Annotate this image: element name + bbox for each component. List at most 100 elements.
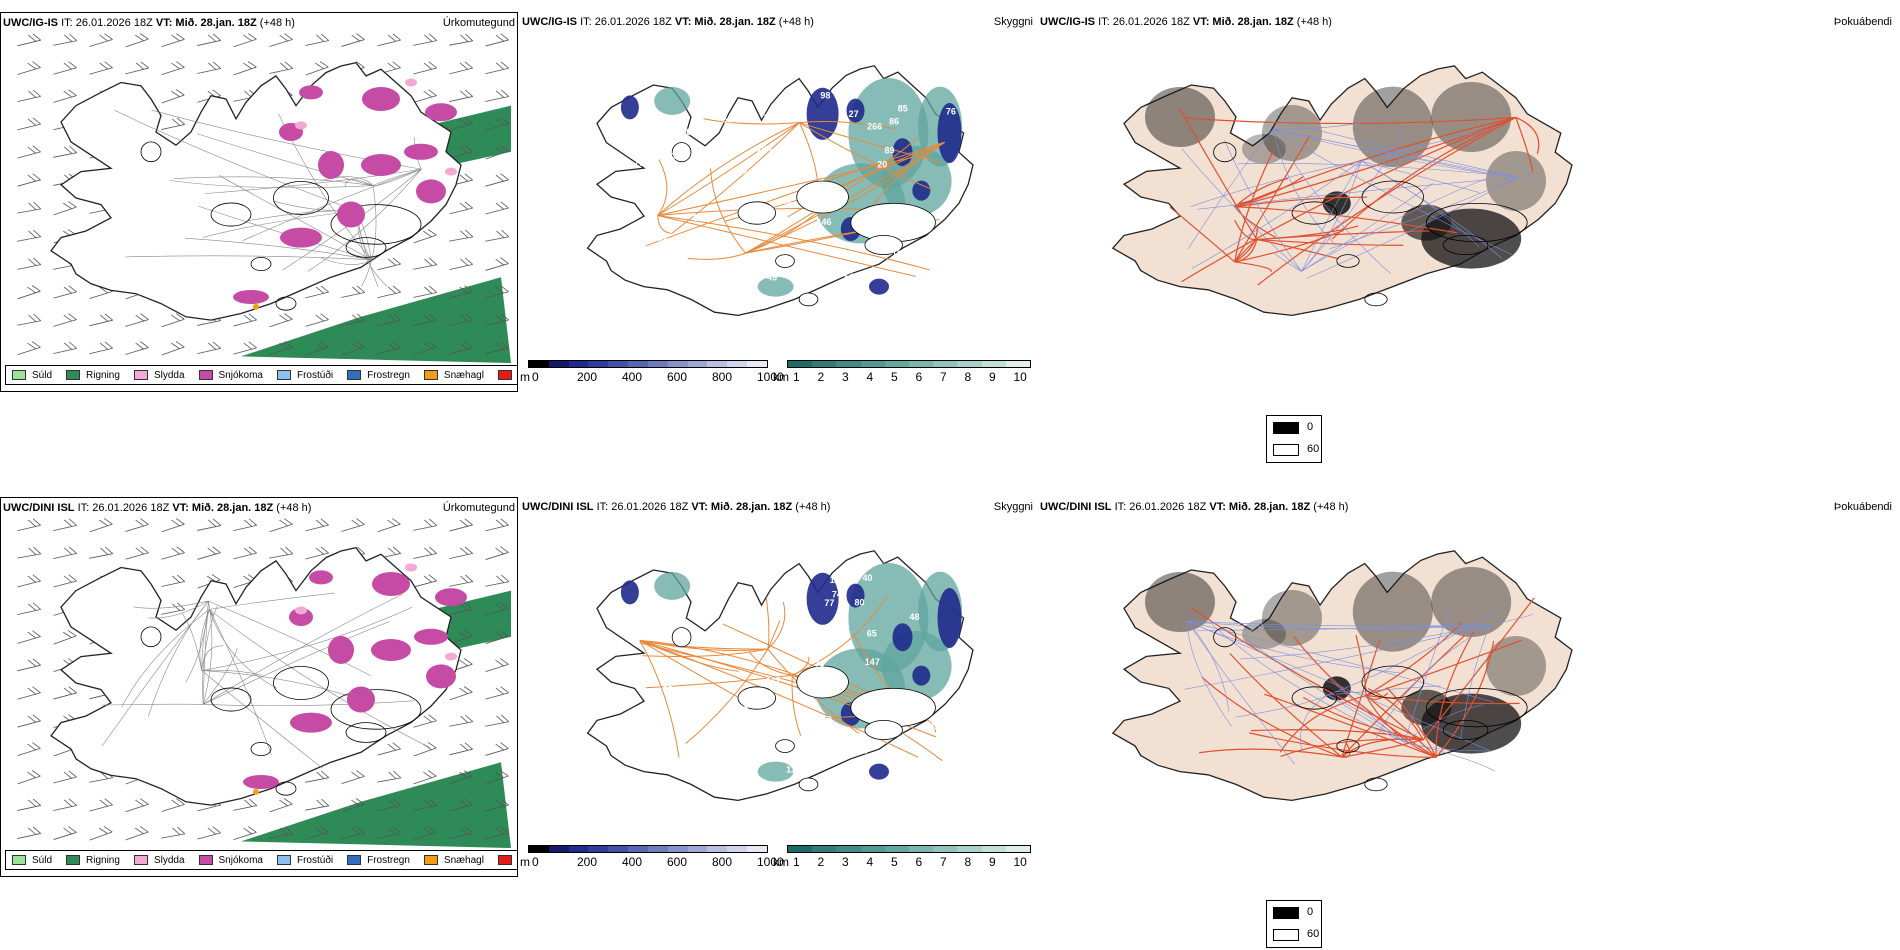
visibility-label: 58 bbox=[722, 114, 732, 124]
iceland-coastline bbox=[50, 546, 462, 806]
visibility-label: 35 bbox=[663, 685, 673, 695]
glacier-outline bbox=[1364, 777, 1388, 792]
visibility-label: 92 bbox=[697, 119, 707, 129]
rain-area-ocean bbox=[241, 762, 511, 848]
colorbar-tick: 3 bbox=[842, 855, 849, 869]
fog-legend-light-swatch bbox=[1273, 929, 1299, 941]
legend-label: Slydda bbox=[153, 854, 185, 866]
road-network bbox=[1191, 597, 1535, 758]
glacier-outline bbox=[1361, 665, 1424, 699]
valid-time: Mið. 28.jan. 18Z bbox=[710, 501, 793, 513]
product-name: Skyggni bbox=[993, 501, 1033, 513]
low-ceiling-areas bbox=[620, 572, 962, 780]
legend-item: Rigning bbox=[66, 370, 120, 381]
visibility-label: 48 bbox=[690, 692, 700, 702]
colorbar-tick: 600 bbox=[667, 855, 688, 869]
init-time: IT: 26.01.2026 18Z bbox=[580, 16, 672, 28]
legend-label: Frostúði bbox=[296, 369, 334, 381]
snow-areas bbox=[233, 85, 457, 304]
fog-legend-dark-label: 0 bbox=[1307, 906, 1314, 918]
fog-legend-dark-label: 0 bbox=[1307, 421, 1314, 433]
legend-swatch bbox=[423, 855, 438, 865]
visibility-label: 49 bbox=[767, 273, 777, 283]
valid-label: VT: bbox=[172, 502, 189, 514]
model-name: UWC/DINI ISL bbox=[522, 501, 594, 513]
colorbar-tick: 6 bbox=[915, 855, 923, 869]
snow-pellet-area bbox=[253, 788, 259, 795]
visibility-label: 16 bbox=[687, 240, 697, 250]
visibility-label: 98 bbox=[820, 91, 830, 101]
glacier-outline bbox=[798, 292, 819, 307]
glacier-outline bbox=[345, 237, 387, 258]
visibility-label: 18 bbox=[892, 249, 902, 259]
product-name: Þokuábendi bbox=[1833, 501, 1892, 513]
visibility-value-labels: 7659667477911401441521491634850481705011… bbox=[657, 573, 940, 780]
glacier-outline bbox=[864, 234, 903, 255]
legend-swatch bbox=[133, 370, 148, 380]
precip-map bbox=[17, 518, 511, 848]
visibility-label: 68 bbox=[744, 700, 754, 710]
glacier-outline bbox=[1213, 627, 1237, 648]
visibility-label: 76 bbox=[815, 658, 825, 668]
visibility-label: 50 bbox=[713, 101, 723, 111]
glacier-outline bbox=[275, 781, 297, 796]
visibility-label: 14 bbox=[849, 274, 859, 284]
ceiling-colorbar: m 0 200 400 600 800 1000 bbox=[520, 845, 784, 873]
legend-swatch bbox=[497, 370, 512, 380]
visibility-label: 110 bbox=[842, 263, 857, 273]
legend-item: Frostúði bbox=[276, 369, 334, 381]
glacier-outline bbox=[671, 142, 692, 163]
product-name: Úrkomutegund bbox=[442, 502, 515, 514]
visibility-label: 144 bbox=[682, 742, 697, 752]
visibility-ceiling-panel: 76 59 66 74 77 91 140 144 152 149 163 48 50 481 70 50 11… bbox=[520, 497, 1035, 877]
visibility-label: 115 bbox=[786, 765, 801, 775]
visibility-label: 66 bbox=[827, 770, 837, 780]
product-name: Þokuábendi bbox=[1833, 16, 1892, 28]
visibility-label: 76 bbox=[946, 106, 956, 116]
init-time: IT: 26.01.2026 18Z bbox=[77, 502, 170, 514]
colorbar-unit: m bbox=[520, 370, 530, 384]
colorbar-tick: 10 bbox=[1013, 855, 1027, 869]
glacier-outline bbox=[1291, 201, 1338, 225]
visibility-label: 93 bbox=[888, 227, 898, 237]
glacier-outline bbox=[1336, 254, 1360, 268]
init-time: IT: 26.01.2026 18Z bbox=[61, 17, 153, 29]
glacier-outline bbox=[775, 254, 795, 268]
visibility-label: 47 bbox=[701, 277, 711, 287]
colorbar-tick: 600 bbox=[667, 370, 688, 384]
colorbar-tick: 6 bbox=[915, 370, 923, 384]
precip-legend: Súld Rigning Slydda Snjókoma Frostúði Frostre… bbox=[5, 365, 517, 385]
valid-time: Mið. 28.jan. 18Z bbox=[191, 502, 274, 514]
legend-swatch bbox=[12, 855, 26, 865]
legend-item: Frostregn bbox=[347, 855, 410, 866]
visibility-label: 84 bbox=[670, 252, 680, 262]
valid-label: VT: bbox=[691, 501, 708, 513]
colorbar-tick: 9 bbox=[989, 370, 996, 384]
legend-item: Slydda bbox=[133, 854, 185, 866]
model-name: UWC/IG-IS bbox=[1040, 16, 1095, 28]
fog-legend-dark-swatch bbox=[1273, 422, 1299, 434]
colorbar-tick: 8 bbox=[964, 370, 972, 384]
colorbar-tick: 7 bbox=[940, 855, 947, 869]
legend-label: Frostúði bbox=[296, 854, 334, 866]
visibility-value-labels: 50 89 56 67 86 01 18 16 27 266 84 28 63 104 303 17 20 58 9… bbox=[634, 90, 956, 291]
colorbar-gradient bbox=[787, 845, 1031, 853]
glacier-outline bbox=[1291, 686, 1338, 710]
colorbar-tick: 1 bbox=[793, 855, 800, 869]
precip-type-panel: UWC/DINI ISL IT: 26.01.2026 18Z VT: Mið.… bbox=[0, 497, 518, 877]
visibility-label: 63 bbox=[693, 213, 703, 223]
visibility-label: 80 bbox=[855, 597, 865, 607]
precip-map bbox=[17, 33, 511, 363]
lead-time: (+48 h) bbox=[1313, 501, 1349, 513]
legend-item: Frostúði bbox=[276, 854, 334, 866]
colorbar-unit: km bbox=[773, 370, 789, 384]
legend-item: Snæhagl bbox=[423, 370, 484, 381]
visibility-label: 97 bbox=[665, 125, 675, 135]
visibility-label: 89 bbox=[657, 701, 667, 711]
glacier-outline bbox=[1361, 180, 1424, 214]
visibility-label: 112 bbox=[766, 675, 781, 685]
glacier-outline bbox=[1442, 234, 1489, 255]
visibility-label: 85 bbox=[658, 235, 668, 245]
visibility-label: 80 bbox=[681, 127, 691, 137]
lead-time: (+48 h) bbox=[276, 502, 312, 514]
